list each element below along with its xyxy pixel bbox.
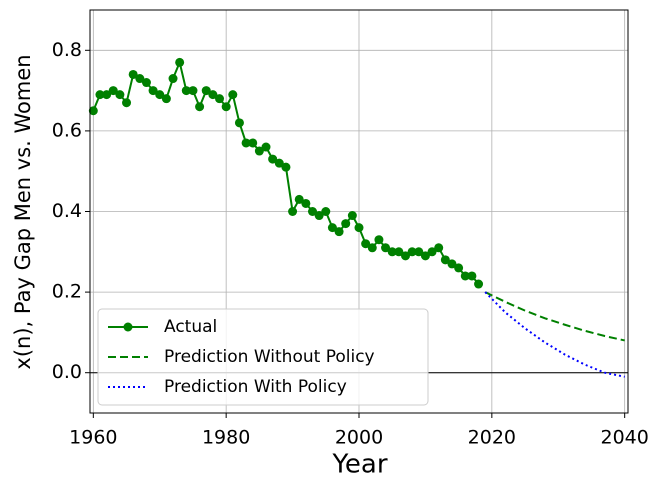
y-tick-label: 0.8 (52, 39, 82, 61)
data-point (427, 247, 437, 257)
x-tick-label: 1980 (202, 427, 250, 449)
data-point (308, 207, 318, 216)
data-point (261, 142, 271, 152)
data-point (228, 90, 238, 100)
data-point (361, 239, 371, 249)
data-point (288, 207, 298, 216)
data-point (387, 247, 397, 257)
data-point (301, 198, 311, 208)
data-point (175, 57, 185, 67)
data-point (254, 146, 264, 156)
data-point (108, 86, 118, 96)
data-point (155, 90, 165, 100)
data-point (135, 74, 145, 84)
plot-frame (89, 9, 629, 414)
data-point (148, 86, 158, 96)
data-point (407, 247, 417, 257)
data-point (440, 255, 450, 265)
data-point (367, 243, 377, 253)
data-point (454, 263, 464, 273)
data-point (122, 98, 132, 108)
data-point (181, 86, 191, 96)
data-point (281, 162, 291, 172)
y-tick-label: 0.0 (52, 361, 82, 383)
data-point (460, 271, 470, 281)
data-point (201, 86, 211, 96)
data-point (128, 69, 138, 79)
data-point (102, 90, 112, 100)
data-point (234, 118, 244, 128)
data-point (188, 86, 198, 96)
data-point (208, 90, 218, 100)
legend-label: Prediction With Policy (164, 377, 347, 397)
series-line (484, 291, 625, 342)
data-point (215, 94, 225, 104)
data-point (341, 219, 351, 229)
data-point (141, 78, 151, 88)
data-point (221, 102, 231, 112)
data-point (161, 94, 171, 104)
data-point (95, 90, 105, 100)
x-tick-label: 2040 (600, 427, 648, 449)
y-tick-label: 0.4 (52, 200, 82, 222)
data-point (354, 223, 364, 233)
series-line (484, 291, 625, 378)
data-point (248, 138, 258, 148)
data-point (467, 271, 477, 281)
data-point (381, 243, 391, 253)
data-point (420, 251, 430, 261)
data-point (374, 235, 384, 245)
data-point (474, 279, 484, 289)
data-point (195, 102, 205, 112)
data-point (434, 243, 444, 253)
data-point (314, 211, 324, 221)
data-point (334, 227, 344, 237)
data-point (394, 247, 404, 257)
data-point (168, 74, 178, 84)
data-point (347, 211, 357, 221)
x-tick-label: 1960 (69, 427, 117, 449)
data-point (327, 223, 337, 233)
legend-box (97, 308, 429, 406)
data-point (294, 194, 304, 204)
y-axis-label: x(n), Pay Gap Men vs. Women (11, 54, 35, 369)
x-tick-label: 2000 (335, 427, 383, 449)
x-tick-label: 2020 (468, 427, 516, 449)
data-point (241, 138, 251, 148)
data-point (115, 90, 125, 100)
y-tick-label: 0.6 (52, 119, 82, 141)
data-point (88, 106, 98, 116)
x-axis-label: Year (331, 450, 387, 480)
data-point (268, 154, 278, 164)
data-point (274, 158, 284, 168)
legend-marker (123, 322, 133, 332)
data-point (414, 247, 424, 257)
y-tick-label: 0.2 (52, 281, 82, 303)
legend-label: Actual (164, 317, 217, 337)
data-point (321, 207, 331, 216)
data-point (400, 251, 410, 261)
legend-label: Prediction Without Policy (164, 347, 375, 367)
data-point (447, 259, 457, 269)
